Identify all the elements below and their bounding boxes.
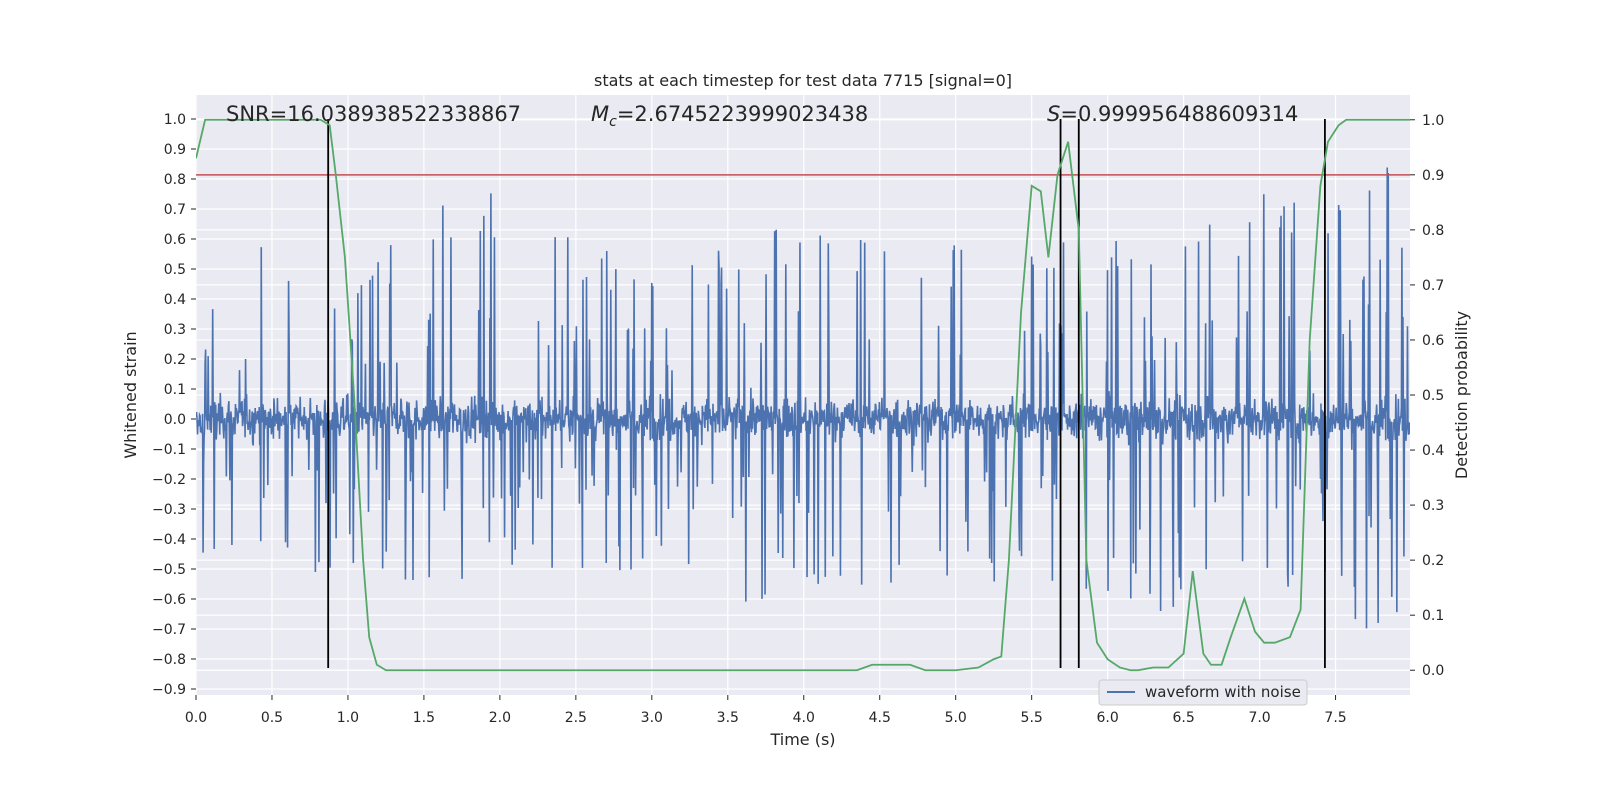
legend: waveform with noise — [1098, 679, 1308, 706]
x-tick-label: 4.5 — [869, 710, 891, 726]
y-tick-label: −0.2 — [152, 472, 186, 488]
s-value: =0.999956488609314 — [1060, 102, 1298, 126]
y-tick-label: 0.7 — [164, 202, 186, 218]
y2-tick-label: 0.9 — [1422, 168, 1444, 184]
y2-tick-label: 0.1 — [1422, 608, 1444, 624]
y-tick-label: −0.6 — [152, 592, 186, 608]
y-tick-label: −0.8 — [152, 652, 186, 668]
y2-tick-label: 1.0 — [1422, 113, 1444, 129]
x-tick-label: 5.5 — [1021, 710, 1043, 726]
mc-symbol: M — [591, 102, 609, 126]
x-tick-label: 1.0 — [337, 710, 359, 726]
x-tick-label: 2.5 — [565, 710, 587, 726]
y-tick-label: 0.3 — [164, 322, 186, 338]
y-tick-label: 0.2 — [164, 352, 186, 368]
y-tick-label: −0.7 — [152, 622, 186, 638]
x-tick-label: 7.5 — [1324, 710, 1346, 726]
y2-axis-label: Detection probability — [1452, 311, 1471, 479]
y2-tick-label: 0.3 — [1422, 498, 1444, 514]
x-tick-label: 6.0 — [1097, 710, 1119, 726]
y-axis-label: Whitened strain — [121, 331, 140, 458]
mc-subscript: c — [609, 114, 617, 130]
y-tick-label: 0.1 — [164, 382, 186, 398]
probability-series — [196, 118, 1410, 672]
x-tick-label: 0.5 — [261, 710, 283, 726]
y2-tick-label: 0.6 — [1422, 333, 1444, 349]
y-tick-label: 0.4 — [164, 292, 186, 308]
x-tick-label: 3.0 — [641, 710, 663, 726]
y-tick-label: 0.5 — [164, 262, 186, 278]
y-ticks: −0.9 −0.8 −0.7 −0.6 −0.5 −0.4 −0.3 −0.2 −0.1 0.0 0… — [152, 112, 196, 698]
legend-entry-waveform: waveform with noise — [1145, 683, 1301, 701]
y-tick-label: −0.4 — [152, 532, 186, 548]
y2-tick-label: 0.7 — [1422, 278, 1444, 294]
legend-box — [1098, 679, 1308, 706]
y2-ticks: 0.0 0.1 0.2 0.3 0.4 0.5 0.6 0.7 0.8 0.9 1.0 — [1410, 113, 1444, 679]
y-tick-label: −0.5 — [152, 562, 186, 578]
y-tick-label: −0.1 — [152, 442, 186, 458]
y2-tick-label: 0.2 — [1422, 553, 1444, 569]
mc-annotation: Mc=2.6745223999023438 — [591, 102, 868, 130]
y-tick-label: 0.0 — [164, 412, 186, 428]
y-tick-label: 0.6 — [164, 232, 186, 248]
waveform-series — [196, 167, 1410, 629]
y-tick-label: 0.9 — [164, 142, 186, 158]
x-tick-label: 4.0 — [793, 710, 815, 726]
probability-line — [196, 118, 1410, 672]
x-tick-label: 0.0 — [185, 710, 207, 726]
y-tick-label: −0.3 — [152, 502, 186, 518]
x-axis-label: Time (s) — [769, 730, 835, 749]
grid — [195, 95, 1410, 695]
y2-tick-label: 0.8 — [1422, 223, 1444, 239]
y-tick-label: 1.0 — [164, 112, 186, 128]
x-ticks: 0.0 0.5 1.0 1.5 2.0 2.5 3.0 3.5 4.0 4.5 5.0 5.5 6.0 6… — [185, 695, 1347, 726]
x-tick-label: 1.5 — [413, 710, 435, 726]
x-tick-label: 2.0 — [489, 710, 511, 726]
snr-annotation: SNR=16.038938522338867 — [226, 102, 521, 126]
y-tick-label: 0.8 — [164, 172, 186, 188]
s-annotation: S=0.999956488609314 — [1047, 102, 1298, 126]
x-tick-label: 3.5 — [717, 710, 739, 726]
vertical-markers — [327, 119, 1326, 668]
s-symbol: S — [1047, 102, 1060, 126]
x-tick-label: 7.0 — [1248, 710, 1270, 726]
y-tick-label: −0.9 — [152, 682, 186, 698]
chart-title: stats at each timestep for test data 771… — [594, 71, 1012, 90]
y2-tick-label: 0.0 — [1422, 663, 1444, 679]
mc-value: =2.6745223999023438 — [617, 102, 868, 126]
x-tick-label: 6.5 — [1172, 710, 1194, 726]
x-tick-label: 5.0 — [945, 710, 967, 726]
y2-tick-label: 0.5 — [1422, 388, 1444, 404]
y2-tick-label: 0.4 — [1422, 443, 1444, 459]
waveform-line — [196, 167, 1410, 629]
